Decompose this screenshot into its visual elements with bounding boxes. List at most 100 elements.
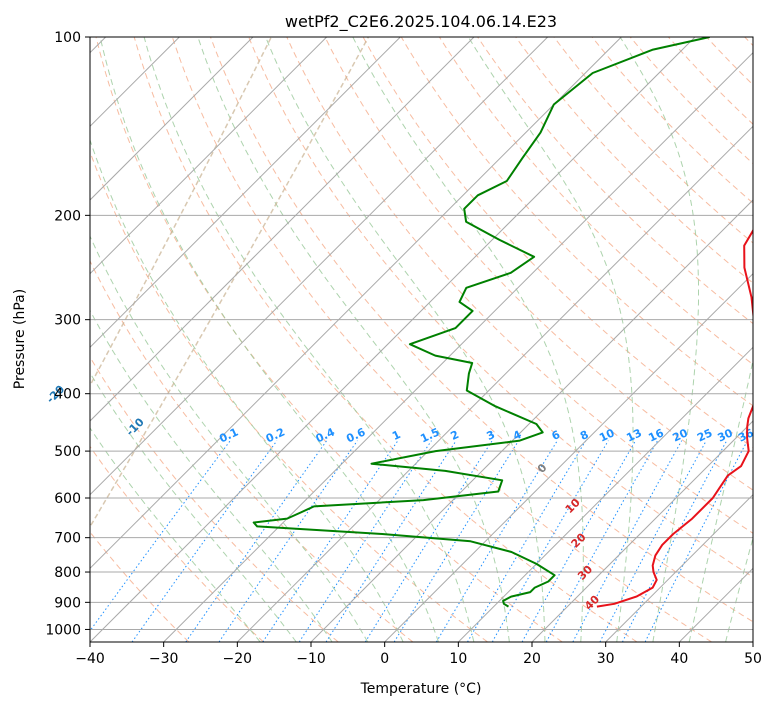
x-tick-label: −10 [296, 651, 326, 667]
mixing-ratio-label: 16 [646, 426, 666, 444]
mixing-ratio-line [218, 440, 358, 642]
temperature-profile [596, 228, 753, 608]
dry-adiabat [90, 531, 190, 642]
dry-adiabat [515, 37, 753, 284]
moist-adiabat [725, 536, 753, 642]
mixing-ratio-label: 8 [578, 428, 590, 443]
x-tick-label: 0 [380, 651, 389, 667]
x-tick-label: −20 [223, 651, 253, 667]
dry-adiabat [553, 37, 753, 244]
y-tick-label: 500 [54, 444, 81, 460]
dry-adiabat [591, 37, 753, 204]
dry-adiabat [706, 37, 753, 86]
mixing-ratio-line [185, 440, 328, 642]
mixing-ratio-line [393, 440, 520, 642]
isotherm-line [163, 51, 753, 642]
isotherm-line [90, 37, 549, 496]
mixing-ratio-label: 0.2 [264, 425, 287, 445]
y-tick-label: 1000 [45, 622, 81, 638]
x-tick-label: 20 [523, 651, 541, 667]
y-tick-label: 900 [54, 595, 81, 611]
mixing-ratio-label: 25 [695, 426, 714, 444]
adiabat-label: 40 [582, 592, 602, 612]
adiabat-label: 20 [569, 530, 589, 550]
moist-adiabat [90, 427, 261, 642]
isotherm-line [90, 37, 328, 275]
mixing-ratio-line [621, 440, 728, 642]
mixing-ratio-line [435, 440, 558, 642]
isotherm-line [90, 37, 254, 201]
dewpoint-profile [252, 37, 710, 608]
mixing-ratio-label: 6 [550, 428, 563, 443]
x-tick-label: 10 [449, 651, 467, 667]
isotherm-line [752, 641, 753, 642]
x-tick-label: −30 [149, 651, 179, 667]
pseudo-adiabat [90, 37, 370, 529]
mixing-ratio-line [90, 440, 231, 632]
isotherm-line [384, 272, 753, 642]
y-tick-label: 300 [54, 313, 81, 329]
x-tick-label: −40 [75, 651, 105, 667]
x-axis-label: Temperature (°C) [360, 681, 482, 697]
mixing-ratio-line [131, 440, 278, 642]
moist-adiabat [265, 37, 546, 642]
dry-adiabat [248, 37, 753, 578]
dry-adiabat [90, 356, 339, 642]
moist-adiabat [90, 371, 297, 642]
mixing-ratio-label: 30 [716, 426, 736, 444]
mixing-ratio-line [644, 440, 748, 642]
moist-adiabat [90, 235, 369, 642]
moist-adiabat [143, 37, 475, 642]
moist-adiabat [99, 37, 439, 642]
profile-series [252, 37, 753, 608]
dry-adiabat [324, 37, 753, 491]
pseudo-adiabat [90, 37, 272, 388]
x-tick-label: 50 [744, 651, 762, 667]
x-tick-label: 30 [597, 651, 615, 667]
mixing-ratio-label: 3 [485, 428, 497, 443]
dry-adiabat [90, 445, 264, 642]
mixing-ratio-label: 1.5 [418, 425, 441, 445]
mixing-ratio-line [599, 440, 707, 642]
plot-frame [89, 36, 754, 643]
dry-adiabat [90, 259, 414, 642]
y-tick-label: 400 [54, 387, 81, 403]
y-tick-label: 700 [54, 531, 81, 547]
isotherm-line [90, 37, 475, 422]
dry-adiabat [171, 37, 712, 642]
isotherm-line [90, 37, 622, 570]
y-tick-label: 200 [54, 208, 81, 224]
mixing-ratio-line [545, 440, 659, 642]
moist-adiabat [90, 309, 333, 642]
mixing-ratio-label: 10 [597, 426, 617, 444]
mixing-ratio-label: 1 [390, 428, 402, 443]
isotherm-line [90, 37, 696, 642]
mixing-ratio-label: 0.6 [344, 425, 367, 445]
mixing-ratio-label: 0.1 [217, 425, 240, 445]
mixing-ratio-label: 13 [624, 426, 643, 444]
mixing-ratio-line [325, 440, 457, 642]
mixing-ratio-line [521, 440, 637, 642]
isotherm-line [90, 37, 401, 349]
mixing-ratio-label: 2 [449, 428, 461, 443]
mixing-ratio-label: 36 [736, 426, 756, 444]
moist-adiabat [619, 37, 699, 642]
y-tick-label: 800 [54, 565, 81, 581]
moist-adiabat [90, 138, 404, 642]
dry-adiabat [668, 37, 753, 125]
moist-adiabat [467, 37, 634, 642]
y-axis: 100 200 300 400 500 600 700 800 900 1000 [45, 30, 90, 638]
background-lines [90, 37, 753, 642]
y-axis-label: Pressure (hPa) [12, 289, 28, 389]
mixing-ratio-label: 20 [671, 426, 691, 444]
dry-adiabat [286, 37, 753, 534]
dry-adiabat [210, 37, 753, 623]
isotherm-line [310, 199, 753, 642]
moist-adiabat [688, 358, 753, 642]
y-tick-label: 100 [54, 30, 81, 46]
adiabat-label: 30 [575, 562, 595, 582]
chart-title: wetPf2_C2E6.2025.104.06.14.E23 [285, 12, 557, 32]
mixing-ratio-line [364, 440, 493, 642]
mixing-ratio-line [572, 440, 683, 642]
moist-adiabat [352, 37, 584, 642]
